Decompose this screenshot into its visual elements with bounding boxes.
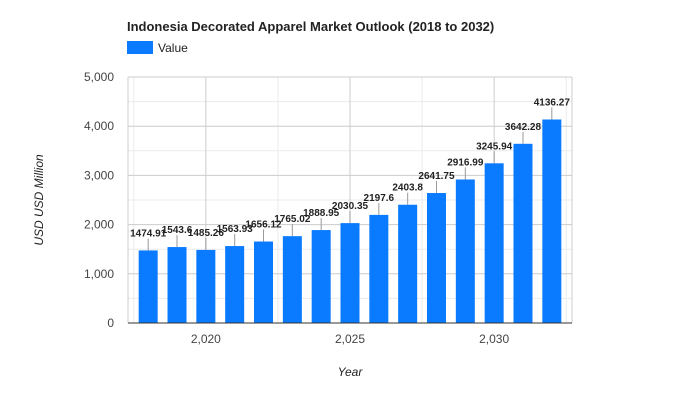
bar-2026 [369,214,389,323]
bar-2024 [311,230,331,323]
x-axis-ticks: 2,020 2,025 2,030 [191,332,510,346]
bar-2032 [542,119,562,323]
y-tick-label: 1,000 [84,267,114,281]
data-label-2020: 1485.26 [188,228,225,239]
bar-2021 [225,246,245,323]
bar-2029 [455,179,475,323]
x-tick-label: 2,030 [479,332,509,346]
data-label-2029: 2916.99 [447,157,484,168]
data-label-2030: 3245.94 [476,141,513,152]
bar-2028 [426,193,446,323]
bar-2020 [196,249,216,323]
x-tick-label: 2,020 [191,332,221,346]
x-tick-label: 2,025 [335,332,365,346]
data-label-2027: 2403.8 [392,183,423,194]
bar-2022 [254,241,274,323]
data-label-2019: 1543.6 [162,225,193,236]
data-label-2024: 1888.95 [303,208,340,219]
bar-2019 [167,247,187,323]
bar-2030 [484,163,504,323]
y-tick-label: 2,000 [84,218,114,232]
chart-title: Indonesia Decorated Apparel Market Outlo… [127,19,494,34]
bars [138,119,562,323]
y-axis-title: USD USD Million [32,154,46,246]
data-label-2028: 2641.75 [418,171,455,182]
data-label-2032: 4136.27 [534,97,571,108]
bar-2031 [513,143,533,323]
legend: Value [127,41,188,55]
data-label-2031: 3642.28 [505,122,542,133]
bar-2023 [282,236,302,323]
data-label-2025: 2030.35 [332,201,369,212]
bar-2018 [138,250,158,323]
y-axis-ticks: 0 1,000 2,000 3,000 4,000 5,000 [84,70,114,330]
data-label-2023: 1765.02 [274,214,311,225]
bar-2027 [398,204,418,323]
y-tick-label: 4,000 [84,119,114,133]
gridlines [127,76,573,323]
data-label-2022: 1656.12 [245,220,282,231]
data-labels: 1474.911543.61485.261563.931656.121765.0… [130,97,571,251]
x-axis-title: Year [338,365,364,379]
bar-2025 [340,223,360,323]
data-label-2026: 2197.6 [364,193,395,204]
data-label-2018: 1474.91 [130,228,167,239]
y-tick-label: 0 [107,316,114,330]
data-label-2021: 1563.93 [217,224,254,235]
y-tick-label: 3,000 [84,168,114,182]
y-tick-label: 5,000 [84,70,114,84]
legend-swatch-value [127,41,153,54]
legend-label-value: Value [158,41,188,55]
